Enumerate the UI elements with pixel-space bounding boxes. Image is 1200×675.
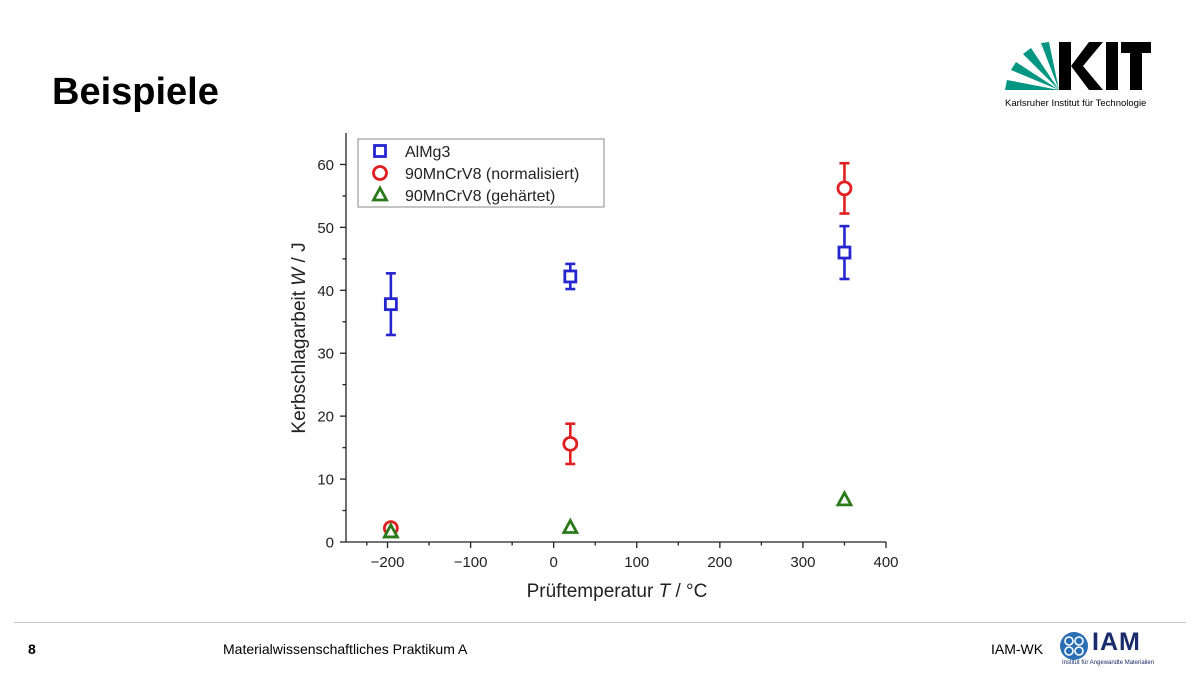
y-tick-label: 50: [317, 220, 334, 237]
y-tick-label: 30: [317, 346, 334, 363]
legend-label: 90MnCrV8 (normalisiert): [405, 166, 579, 183]
legend-label: 90MnCrV8 (gehärtet): [405, 188, 555, 205]
x-tick-label: 400: [873, 554, 898, 571]
y-axis-label: Kerbschlagarbeit W / J: [289, 242, 310, 433]
series-square: [383, 224, 852, 337]
y-axis-ticks: 0 10 20 30 40 50 60: [317, 157, 346, 552]
chart-legend: AlMg3 90MnCrV8 (normalisiert) 90MnCrV8 (ge…: [357, 138, 605, 208]
plot-axes: [345, 133, 886, 543]
data-point: [382, 521, 400, 539]
data-point: [836, 180, 853, 197]
x-tick-label: 0: [550, 554, 558, 571]
legend-marker: [373, 144, 387, 158]
iam-logo-text: IAM: [1092, 628, 1141, 656]
slide-title: Beispiele: [52, 71, 219, 113]
x-tick-label: −200: [371, 554, 405, 571]
footer-department: IAM-WK: [991, 641, 1044, 657]
kit-logo-subtitle: Karlsruher Institut für Technologie: [1005, 98, 1147, 109]
footer-course-title: Materialwissenschaftliches Praktikum A: [223, 641, 468, 657]
xlabel-part: / °C: [670, 581, 707, 602]
xlabel-part: Prüftemperatur: [527, 581, 659, 602]
legend-marker: [372, 165, 388, 181]
data-point: [835, 489, 854, 507]
y-tick-label: 10: [317, 472, 334, 489]
ylabel-part: / J: [289, 242, 310, 267]
x-axis-label: Prüftemperatur T / °C: [527, 581, 708, 602]
y-tick-label: 60: [317, 157, 334, 174]
y-tick-label: 20: [317, 409, 334, 426]
legend-box: [357, 138, 605, 208]
data-series: [382, 161, 854, 539]
kit-logo: [1005, 42, 1151, 90]
data-point: [837, 245, 852, 260]
iam-logo-subtitle: Institut für Angewandte Materialien: [1062, 660, 1155, 666]
footer-divider: [14, 622, 1186, 623]
series-circle: [382, 161, 853, 537]
x-axis-ticks: −200 −100 0 100 200 300 400: [366, 542, 899, 571]
series-triangle: [382, 489, 854, 539]
iam-logo-icon: [1060, 632, 1088, 660]
page-number: 8: [28, 641, 36, 657]
data-point: [561, 517, 580, 534]
x-tick-label: 200: [707, 554, 732, 571]
xlabel-part: T: [659, 581, 672, 602]
ylabel-part: Kerbschlagarbeit: [289, 286, 310, 434]
scatter-chart: −200 −100 0 100 200 300 400 0 10 20 30 40 50 60 Prüf…: [289, 133, 899, 602]
legend-label: AlMg3: [405, 144, 450, 161]
x-tick-label: 300: [790, 554, 815, 571]
data-point: [563, 269, 578, 284]
ylabel-part: W: [289, 266, 310, 286]
y-tick-label: 0: [326, 535, 334, 552]
data-point: [562, 435, 579, 452]
x-tick-label: −100: [454, 554, 488, 571]
data-point: [383, 297, 398, 312]
legend-marker: [371, 185, 389, 202]
x-tick-label: 100: [624, 554, 649, 571]
y-tick-label: 40: [317, 283, 334, 300]
